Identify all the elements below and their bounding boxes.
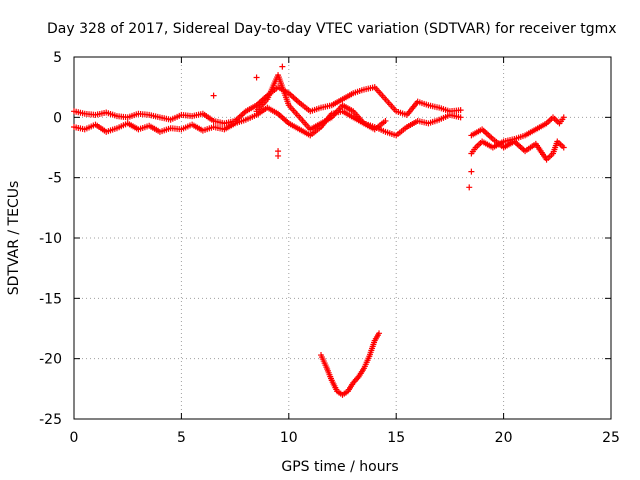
y-tick-label: -20 — [39, 352, 62, 368]
data-point — [468, 168, 475, 175]
y-axis-ticks: 5 0 -5 -10 -15 -20 -25 — [39, 50, 611, 428]
x-tick-label: 20 — [495, 430, 513, 446]
data-point — [560, 144, 567, 151]
x-tick-label: 10 — [280, 430, 298, 446]
grid-lines — [74, 57, 611, 419]
x-tick-label: 0 — [70, 430, 79, 446]
x-tick-label: 15 — [387, 430, 405, 446]
chart-title: Day 328 of 2017, Sidereal Day-to-day VTE… — [47, 21, 617, 37]
y-tick-label: -15 — [39, 291, 62, 307]
data-point — [253, 74, 260, 81]
data-point — [457, 114, 464, 121]
data-points — [71, 63, 567, 398]
data-point — [279, 63, 286, 70]
y-tick-label: -5 — [48, 171, 62, 187]
x-axis-label: GPS time / hours — [281, 459, 398, 475]
y-tick-label: 0 — [53, 110, 62, 126]
x-axis-ticks: 0 5 10 15 20 25 — [70, 57, 620, 446]
y-tick-label: 5 — [53, 50, 62, 66]
data-point — [560, 114, 567, 121]
data-point — [382, 117, 389, 124]
data-point — [466, 184, 473, 191]
x-tick-label: 25 — [602, 430, 620, 446]
y-tick-label: -25 — [39, 412, 62, 428]
data-point — [210, 92, 217, 99]
data-point — [275, 152, 282, 159]
y-tick-label: -10 — [39, 231, 62, 247]
data-point — [457, 107, 464, 114]
y-axis-label: SDTVAR / TECUs — [6, 181, 22, 296]
data-point — [376, 330, 383, 337]
x-tick-label: 5 — [177, 430, 186, 446]
